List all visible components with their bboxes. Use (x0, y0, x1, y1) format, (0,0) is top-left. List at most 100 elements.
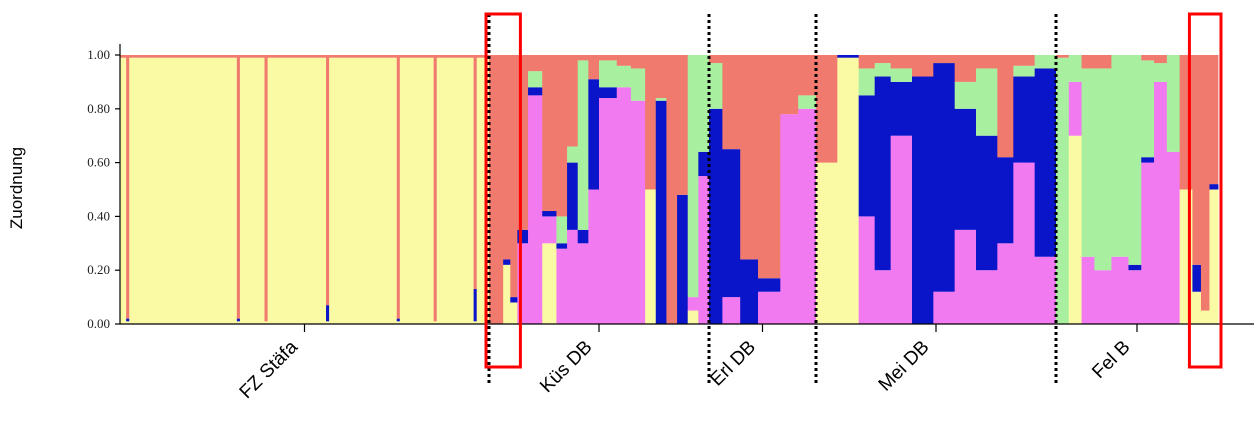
bar-segment-green (802, 95, 808, 109)
bar-segment-red (816, 55, 822, 163)
bar-segment-pink (520, 243, 525, 324)
bar-segment-yellow (123, 57, 127, 324)
bar-segment-green (634, 68, 639, 101)
bar-segment-green (1132, 55, 1138, 265)
bar-segment-red (126, 55, 130, 319)
bar-segment-yellow (150, 57, 155, 324)
bar-segment-yellow (190, 57, 195, 324)
bar-segment-yellow (350, 57, 355, 324)
bar-segment-yellow (270, 57, 275, 324)
bar-segment-green (1094, 68, 1100, 271)
bar-segment-green (641, 68, 646, 101)
bar-segment-green (986, 68, 993, 136)
bar-segment-green (1149, 60, 1155, 158)
bar-segment-blue (535, 87, 540, 96)
bar-segment-red (609, 55, 614, 61)
bar-segment-pink (793, 114, 799, 325)
bar-segment-pink (559, 248, 564, 324)
bar-segment-green (874, 63, 881, 77)
bar-segment-red (545, 55, 550, 212)
bar-segment-red (549, 55, 554, 212)
bar-segment-red (350, 55, 355, 58)
bar-segment-blue (1141, 157, 1146, 163)
bar-segment-pink (960, 229, 966, 324)
bar-segment-red (144, 55, 149, 58)
bar-segment-yellow (276, 57, 281, 324)
x-tick-label: Mei DB (875, 337, 934, 396)
bar-segment-blue (960, 108, 966, 230)
bar-segment-red (524, 55, 529, 230)
bar-segment-yellow (243, 57, 247, 324)
bar-segment-pink (1090, 256, 1095, 324)
bar-segment-red (233, 55, 238, 58)
bar-segment-pink (981, 270, 988, 324)
bar-segment-red (499, 55, 504, 324)
bar-segment-blue (705, 151, 710, 177)
bar-segment-pink (542, 216, 547, 244)
bar-segment-blue (524, 229, 529, 244)
bar-segment-blue (538, 87, 543, 96)
bar-segment-pink (687, 297, 692, 311)
bar-segment-blue (609, 87, 614, 99)
bar-segment-red (659, 55, 664, 99)
bar-segment-yellow (1205, 310, 1210, 324)
bar-segment-pink (641, 100, 646, 324)
bar-segment-yellow (433, 321, 438, 324)
bar-segment-red (1154, 55, 1159, 64)
bar-segment-red (506, 55, 511, 260)
bar-segment-red (709, 55, 714, 64)
bar-segment-pink (954, 229, 961, 324)
bar-segment-red (172, 55, 176, 58)
bar-segment-pink (1024, 162, 1030, 324)
bar-segment-red (771, 55, 777, 279)
bar-segment-blue (922, 76, 929, 325)
bar-segment-pink (789, 114, 795, 325)
bar-segment-red (298, 55, 302, 58)
bar-segment-red (492, 55, 497, 324)
bar-segment-yellow (175, 57, 179, 324)
bar-segment-yellow (396, 321, 401, 324)
bar-segment-yellow (326, 321, 330, 324)
bar-segment-pink (588, 189, 593, 324)
bar-segment-yellow (359, 57, 364, 324)
bar-segment-blue (126, 318, 130, 322)
bar-segment-red (1094, 55, 1100, 69)
bar-segment-green (1090, 68, 1095, 257)
bar-segment-red (286, 55, 290, 58)
bar-segment-red (1213, 55, 1219, 185)
bar-segment-yellow (430, 57, 435, 324)
bar-segment-green (535, 71, 540, 88)
bar-segment-pink (613, 98, 618, 324)
bar-segment-blue (762, 278, 768, 292)
bar-segment-yellow (1196, 291, 1202, 324)
bar-segment-blue (584, 229, 589, 244)
bar-segment-green (1068, 55, 1074, 82)
bar-segment-green (1029, 65, 1036, 77)
bar-segment-blue (567, 162, 572, 230)
bar-segment-pink (949, 291, 956, 324)
bar-segment-red (673, 55, 678, 324)
bar-segment-yellow (853, 57, 860, 324)
bar-segment-green (620, 65, 625, 88)
bar-segment-yellow (1183, 189, 1189, 324)
bar-segment-blue (938, 63, 945, 292)
bar-segment-yellow (439, 57, 444, 324)
bar-segment-yellow (467, 57, 471, 324)
bar-segment-green (981, 68, 988, 136)
bar-segment-red (199, 55, 204, 58)
bar-segment-red (239, 55, 244, 58)
bar-segment-blue (744, 259, 750, 324)
bar-segment-pink (874, 270, 881, 324)
bar-segment-green (584, 60, 589, 230)
bar-segment-red (335, 55, 339, 58)
bar-segment-red (1024, 55, 1030, 66)
bar-segment-green (1171, 55, 1176, 152)
bar-segment-red (595, 55, 600, 80)
bar-segment-blue (506, 259, 511, 265)
x-tick-label: Küs DB (536, 337, 596, 397)
bar-segment-yellow (147, 57, 152, 324)
bar-segment-blue (513, 297, 518, 303)
bar-segment-green (1050, 55, 1057, 69)
bar-segment-red (479, 55, 484, 58)
bar-segment-yellow (1077, 135, 1082, 324)
